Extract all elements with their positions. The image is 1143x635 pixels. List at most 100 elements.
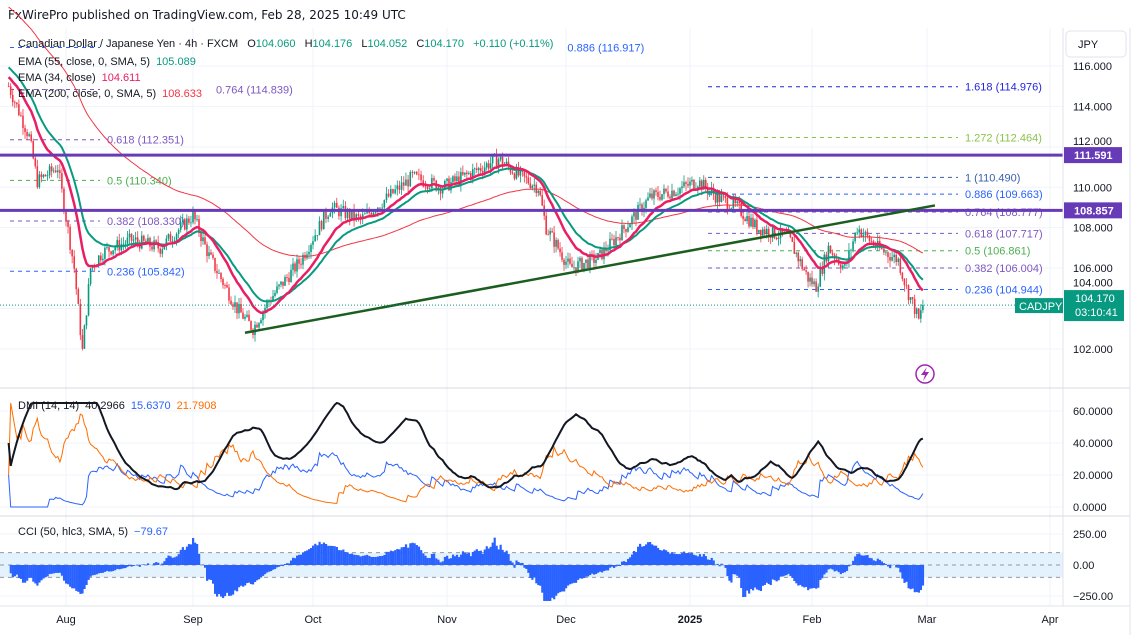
cci-bar xyxy=(110,565,113,572)
candle-body xyxy=(181,219,184,223)
cci-bar xyxy=(637,546,640,565)
cci-bar xyxy=(726,565,729,577)
cci-bar xyxy=(809,565,812,589)
candle-body xyxy=(468,173,470,175)
cci-bar xyxy=(837,565,840,573)
candle-body xyxy=(248,314,250,322)
time-tick: Mar xyxy=(918,614,937,626)
candle-body xyxy=(501,156,504,166)
candle-body xyxy=(38,174,41,188)
candle-body xyxy=(577,261,579,272)
candle-body xyxy=(81,335,84,349)
cci-bar xyxy=(529,565,532,579)
ema34-legend[interactable]: EMA (34, close) 104.611 xyxy=(18,72,141,84)
ema55-legend[interactable]: EMA (55, close, 0, SMA, 5) 105.089 xyxy=(18,56,196,68)
cci-bar xyxy=(599,565,602,572)
fib-label: 0.5 (110.340) xyxy=(107,175,172,187)
dmi-legend[interactable]: DMI (14, 14) 40.2966 15.6370 21.7908 xyxy=(18,400,216,412)
cci-bar xyxy=(212,565,215,584)
cci-bar xyxy=(116,565,119,569)
price-tick: 106.000 xyxy=(1073,263,1113,275)
candle-body xyxy=(647,197,649,201)
lightning-icon[interactable] xyxy=(915,364,935,384)
cci-bar xyxy=(839,565,842,575)
candle-body xyxy=(561,252,563,260)
candle-body xyxy=(881,247,883,249)
candle-body xyxy=(374,211,377,213)
candle-body xyxy=(147,237,149,244)
cci-bar xyxy=(603,565,606,572)
cci-bar xyxy=(230,565,233,596)
currency-button[interactable] xyxy=(1065,30,1127,58)
candle-body xyxy=(75,268,78,290)
cci-bar xyxy=(415,545,418,565)
cci-bar xyxy=(623,561,626,565)
cci-bar xyxy=(911,565,914,589)
cci-bar xyxy=(381,555,384,565)
cci-bar xyxy=(823,565,826,575)
cci-bar xyxy=(907,565,910,589)
cci-bar xyxy=(77,565,80,592)
candle-body xyxy=(481,170,484,173)
candle-body xyxy=(114,247,116,251)
candle-body xyxy=(831,253,834,255)
candle-body xyxy=(718,193,721,202)
candle-body xyxy=(338,207,340,217)
cci-bar xyxy=(895,565,898,568)
cci-bar xyxy=(340,550,343,565)
candle-body xyxy=(475,168,478,171)
price-axis[interactable]: 116.000 114.000 112.000 110.000 108.000 106.0… xyxy=(1073,61,1113,356)
time-axis[interactable]: Aug Sep Oct Nov Dec 2025 Feb Mar Apr xyxy=(56,614,1059,626)
cci-bar xyxy=(404,544,408,565)
candle-body xyxy=(36,166,39,188)
candle-body xyxy=(370,212,373,216)
cci-bar xyxy=(461,551,465,565)
cci-bar xyxy=(24,565,27,583)
cci-bar xyxy=(555,565,558,596)
cci-legend[interactable]: CCI (50, hlc3, SMA, 5) −79.67 xyxy=(18,526,168,538)
cci-bar xyxy=(242,565,245,587)
candle-body xyxy=(407,179,409,187)
cci-bar xyxy=(34,565,37,584)
candle-body xyxy=(799,259,801,262)
ema200-legend[interactable]: EMA (200, close, 0, SMA, 5) 108.633 xyxy=(18,88,202,100)
candle-body xyxy=(585,259,587,263)
cci-bar xyxy=(394,550,397,565)
cci-bar xyxy=(290,560,293,565)
cci-bar xyxy=(368,555,371,565)
cci-bar xyxy=(730,565,733,583)
candle-body xyxy=(645,200,647,208)
candle-body xyxy=(342,206,345,209)
cci-bar xyxy=(183,549,187,565)
candle-body xyxy=(159,248,162,254)
cci-bar xyxy=(19,565,23,579)
candle-body xyxy=(186,218,188,230)
cci-bar xyxy=(374,556,377,565)
candle-body xyxy=(402,182,405,186)
cci-bar xyxy=(220,565,223,597)
cci-bar xyxy=(909,565,912,590)
candle-body xyxy=(288,277,290,283)
cci-bar xyxy=(296,555,299,565)
dmi-axis[interactable]: 60.0000 40.0000 20.0000 0.0000 xyxy=(1073,406,1113,514)
cci-bar xyxy=(775,565,778,582)
fib-label: 0.382 (106.004) xyxy=(965,263,1043,275)
cci-bar xyxy=(192,537,195,565)
candle-body xyxy=(795,252,798,254)
cci-bar xyxy=(815,565,818,589)
cci-bar xyxy=(681,552,684,565)
dmi-tick: 60.0000 xyxy=(1073,406,1113,418)
candle-body xyxy=(627,227,629,232)
candle-body xyxy=(495,154,498,167)
candle-body xyxy=(765,228,768,234)
candle-body xyxy=(314,235,316,242)
cci-bar xyxy=(171,557,174,565)
cci-bar xyxy=(525,565,528,569)
cci-bar xyxy=(75,565,78,591)
candle-body xyxy=(364,213,366,215)
cci-bar xyxy=(355,555,358,565)
candle-body xyxy=(513,173,516,179)
cci-axis[interactable]: 250.00 0.00 −250.00 xyxy=(1073,529,1113,603)
last-price: 104.170 xyxy=(1075,293,1115,305)
